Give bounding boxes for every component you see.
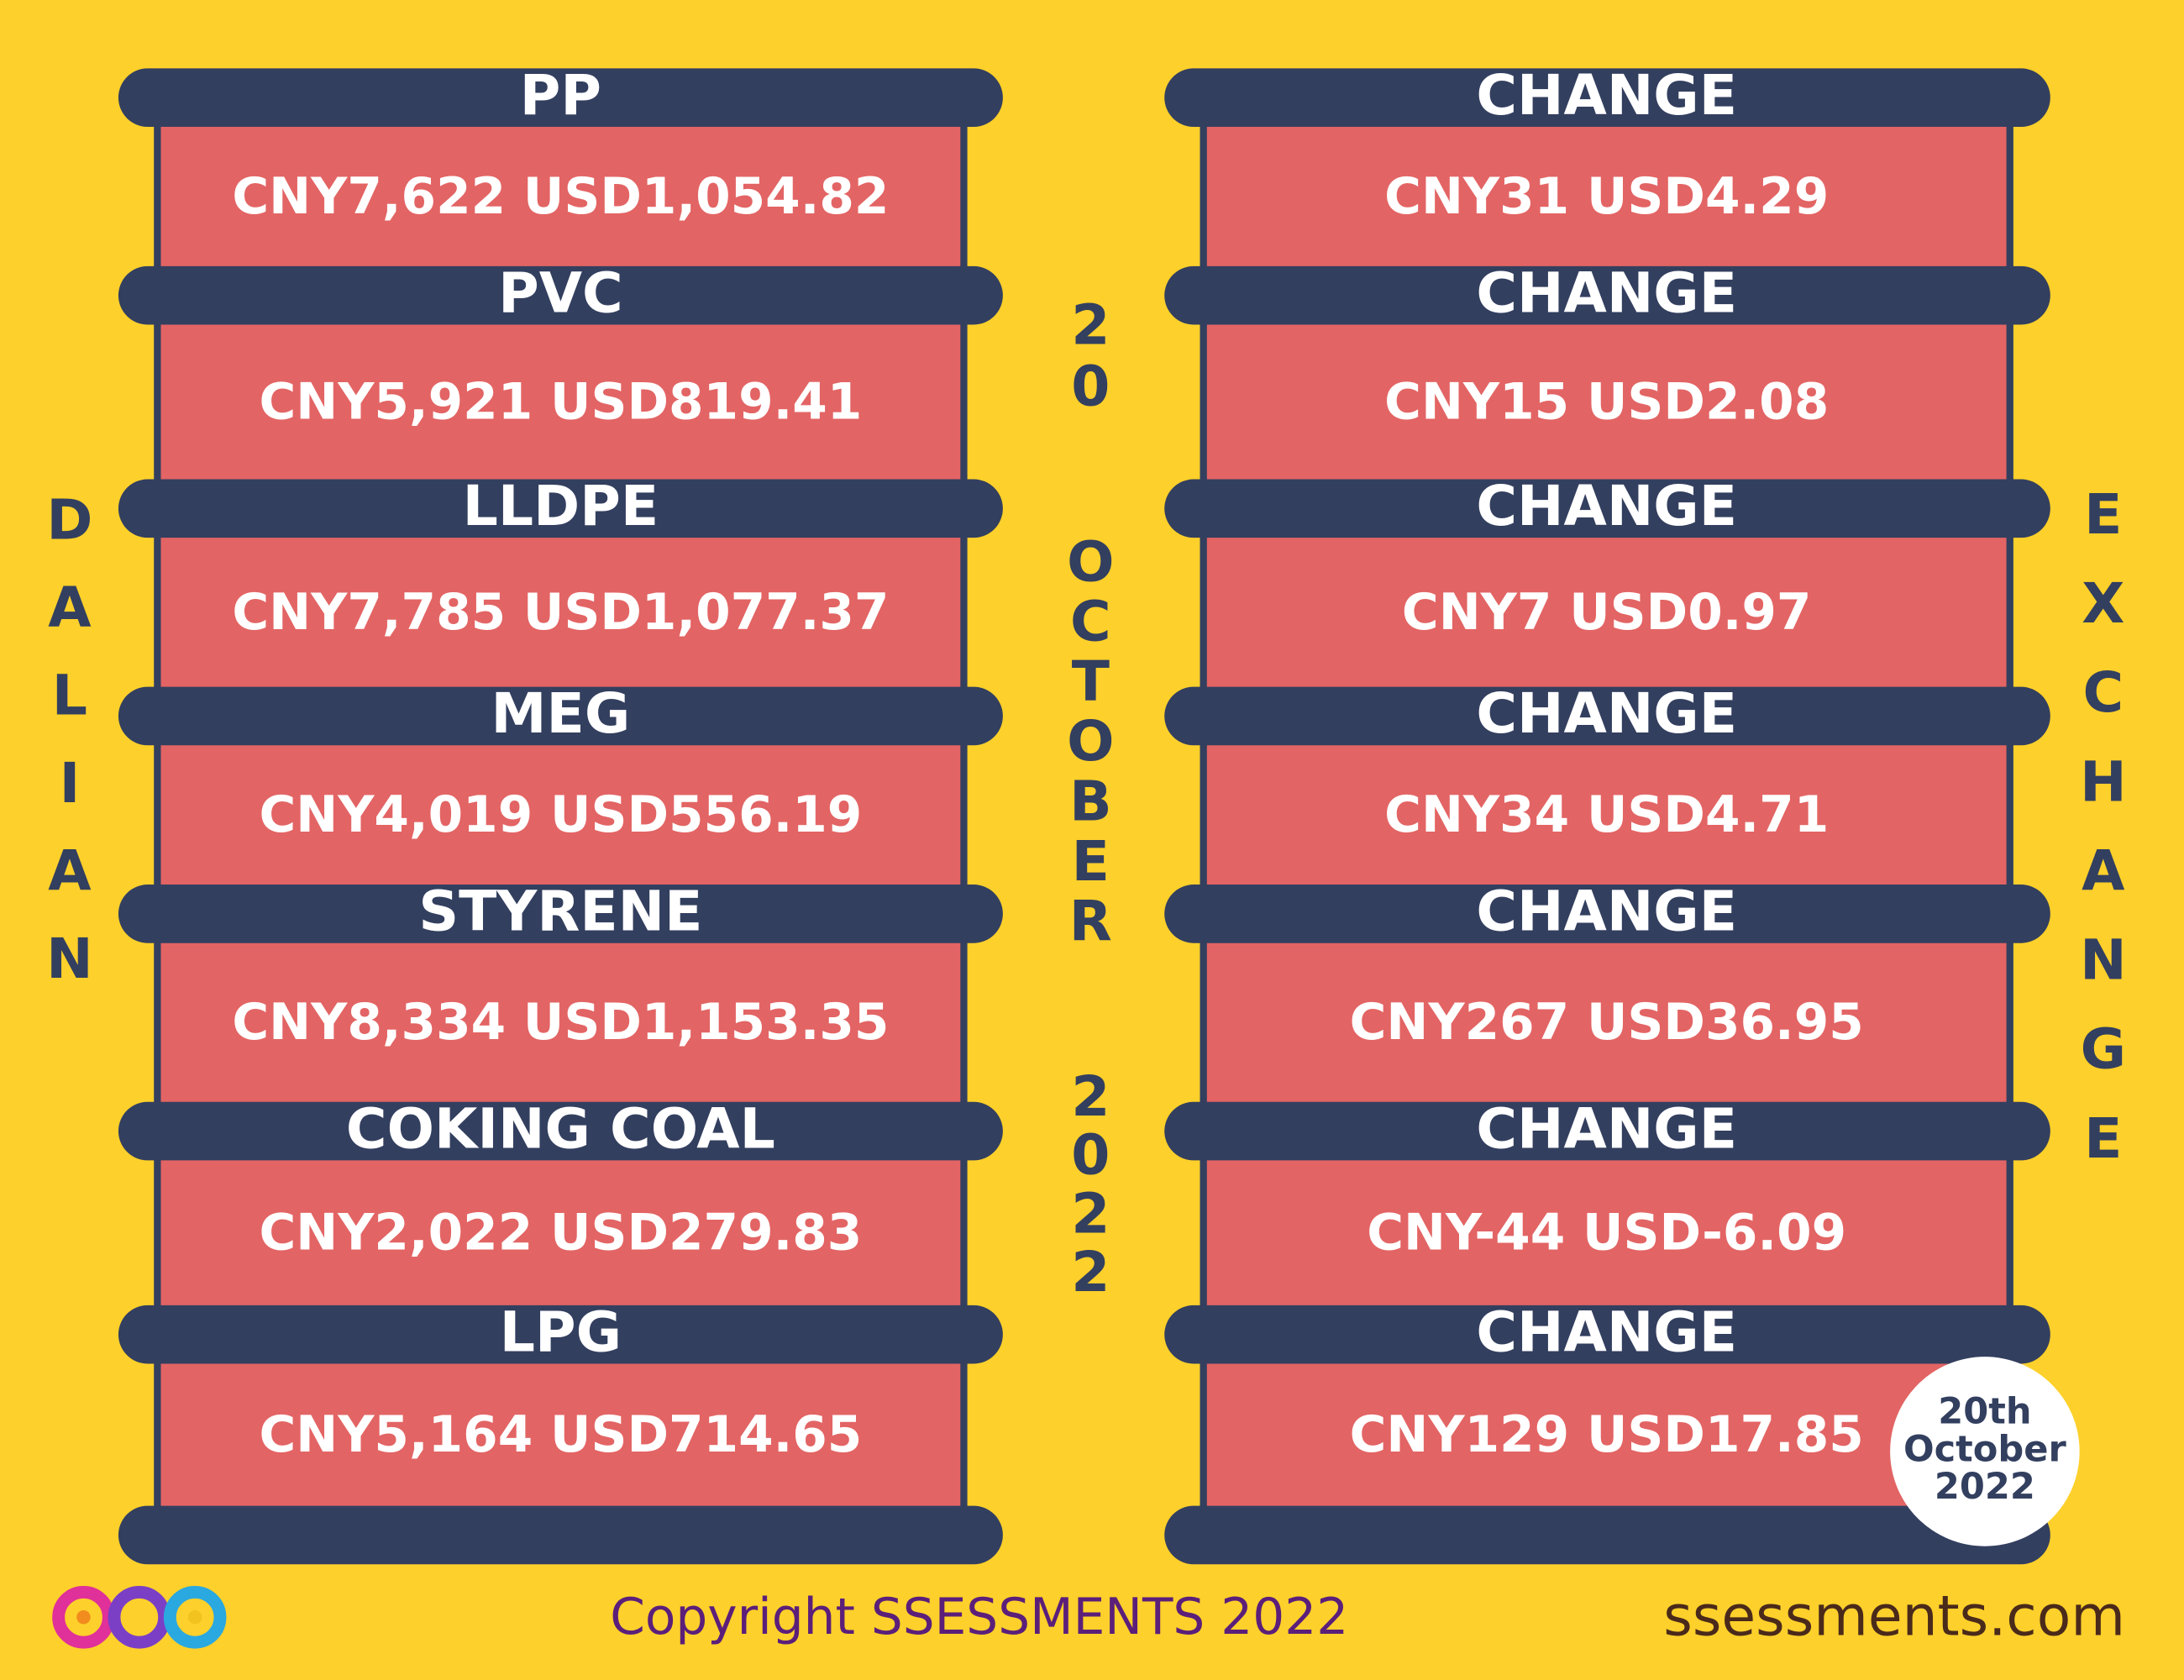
value-text: CNY15 USD2.08 [1384, 373, 1829, 431]
header-text: CHANGE [1476, 1095, 1737, 1161]
logo [52, 1585, 227, 1649]
row-body [1200, 505, 2013, 720]
value-text: CNY5,921 USD819.41 [259, 373, 862, 431]
header-text: LLDPE [463, 473, 659, 538]
row-header [118, 68, 1003, 128]
row-header [1164, 265, 2050, 325]
row-body [154, 505, 968, 720]
value-text: CNY7,622 USD1,054.82 [232, 168, 889, 226]
row-header [118, 1101, 1003, 1161]
row-header [118, 686, 1003, 746]
header-text: CHANGE [1476, 62, 1737, 128]
value-text: CNY7 USD0.97 [1402, 584, 1812, 642]
value-text: CNY267 USD36.95 [1350, 994, 1864, 1052]
header-text: CHANGE [1476, 260, 1737, 325]
header-text: PP [520, 62, 601, 128]
row-header [1164, 1305, 2050, 1364]
row-header [118, 265, 1003, 325]
value-text: CNY8,334 USD1,153.35 [232, 994, 889, 1052]
website: ssessments.com [1663, 1583, 2125, 1649]
row-header [1164, 1101, 2050, 1161]
badge-text: October [1903, 1428, 2067, 1470]
badge-text: 2022 [1935, 1466, 2035, 1508]
row-header [118, 885, 1003, 943]
value-text: CNY129 USD17.85 [1350, 1406, 1864, 1464]
value-text: CNY5,164 USD714.65 [259, 1406, 862, 1464]
table [118, 68, 2050, 1565]
value-text: CNY7,785 USD1,077.37 [232, 584, 889, 642]
row-header [1164, 686, 2050, 746]
header-text: STYRENE [418, 879, 702, 944]
value-text: CNY34 USD4.71 [1384, 786, 1829, 844]
value-text: CNY-44 USD-6.09 [1367, 1205, 1846, 1263]
header-text: COKING COAL [346, 1095, 775, 1161]
value-text: CNY4,019 USD556.19 [259, 786, 862, 844]
copyright: Copyright SSESSMENTS 2022 [610, 1588, 1348, 1646]
row-header [1164, 1505, 2050, 1565]
header-text: MEG [491, 680, 631, 746]
row-body [154, 1331, 968, 1539]
row-body [1200, 291, 2013, 512]
row-body [154, 94, 968, 299]
row-body [1200, 712, 2013, 918]
header-text: CHANGE [1476, 473, 1737, 538]
header-text: CHANGE [1476, 1299, 1737, 1364]
row-header [118, 1305, 1003, 1364]
row-header [118, 1505, 1003, 1565]
value-text: CNY31 USD4.29 [1384, 168, 1829, 226]
row-header [1164, 68, 2050, 128]
badge [1890, 1357, 2080, 1546]
header-text: PVC [498, 260, 623, 325]
value-text: CNY2,022 USD279.83 [259, 1205, 862, 1263]
header-text: LPG [500, 1299, 622, 1364]
row-header [1164, 885, 2050, 943]
header-text: CHANGE [1476, 680, 1737, 746]
row-header [118, 479, 1003, 538]
header-text: CHANGE [1476, 879, 1737, 944]
row-header [1164, 479, 2050, 538]
badge-text: 20th [1938, 1391, 2031, 1433]
